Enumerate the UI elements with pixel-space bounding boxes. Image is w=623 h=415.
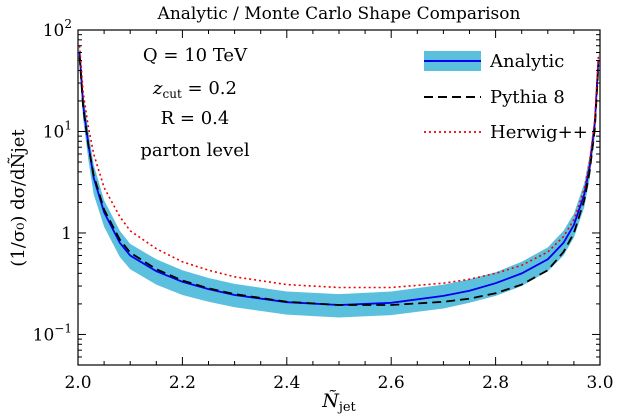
x-axis-label: Ñjet [321,389,356,415]
annotation-block: Q = 10 TeV zcut = 0.2 R = 0.4 parton lev… [140,45,249,161]
annotation-level: parton level [140,140,249,161]
annotation-zcut-sub: cut [163,87,182,101]
chart-title: Analytic / Monte Carlo Shape Comparison [157,4,521,24]
y-axis-label: (1/σ₀) dσ/dÑjet [6,129,29,267]
x-tick-label: 3.0 [586,373,613,393]
legend-label-pythia: Pythia 8 [490,87,565,108]
legend-label-herwig: Herwig++ [490,122,588,143]
x-tick-label: 2.2 [169,373,196,393]
annotation-energy: Q = 10 TeV [143,45,248,66]
legend-label-analytic: Analytic [489,51,564,72]
x-tick-label: 2.4 [273,373,300,393]
x-axis-label-sub: jet [337,400,357,415]
series-line-pythia-8 [78,56,600,306]
x-axis-label-main: Ñ [321,389,340,412]
annotation-zcut: zcut = 0.2 [152,78,237,101]
annotation-zcut-sym: z [152,78,163,99]
annotation-radius: R = 0.4 [161,108,230,129]
x-tick-label: 2.0 [64,373,91,393]
ticks-layer: 2.0 2.2 2.4 2.6 2.8 3.0 10−1 1 101 102 [33,17,614,393]
y-tick-label: 102 [43,17,72,41]
series-line-herwig [78,45,600,289]
legend: Analytic Pythia 8 Herwig++ [424,51,588,143]
annotation-zcut-val: = 0.2 [182,78,237,99]
y-tick-label: 1 [61,224,72,244]
y-tick-label: 101 [43,118,72,142]
series-lines-layer [78,45,600,306]
x-tick-label: 2.8 [482,373,509,393]
y-tick-label: 10−1 [33,321,72,345]
x-tick-label: 2.6 [378,373,405,393]
